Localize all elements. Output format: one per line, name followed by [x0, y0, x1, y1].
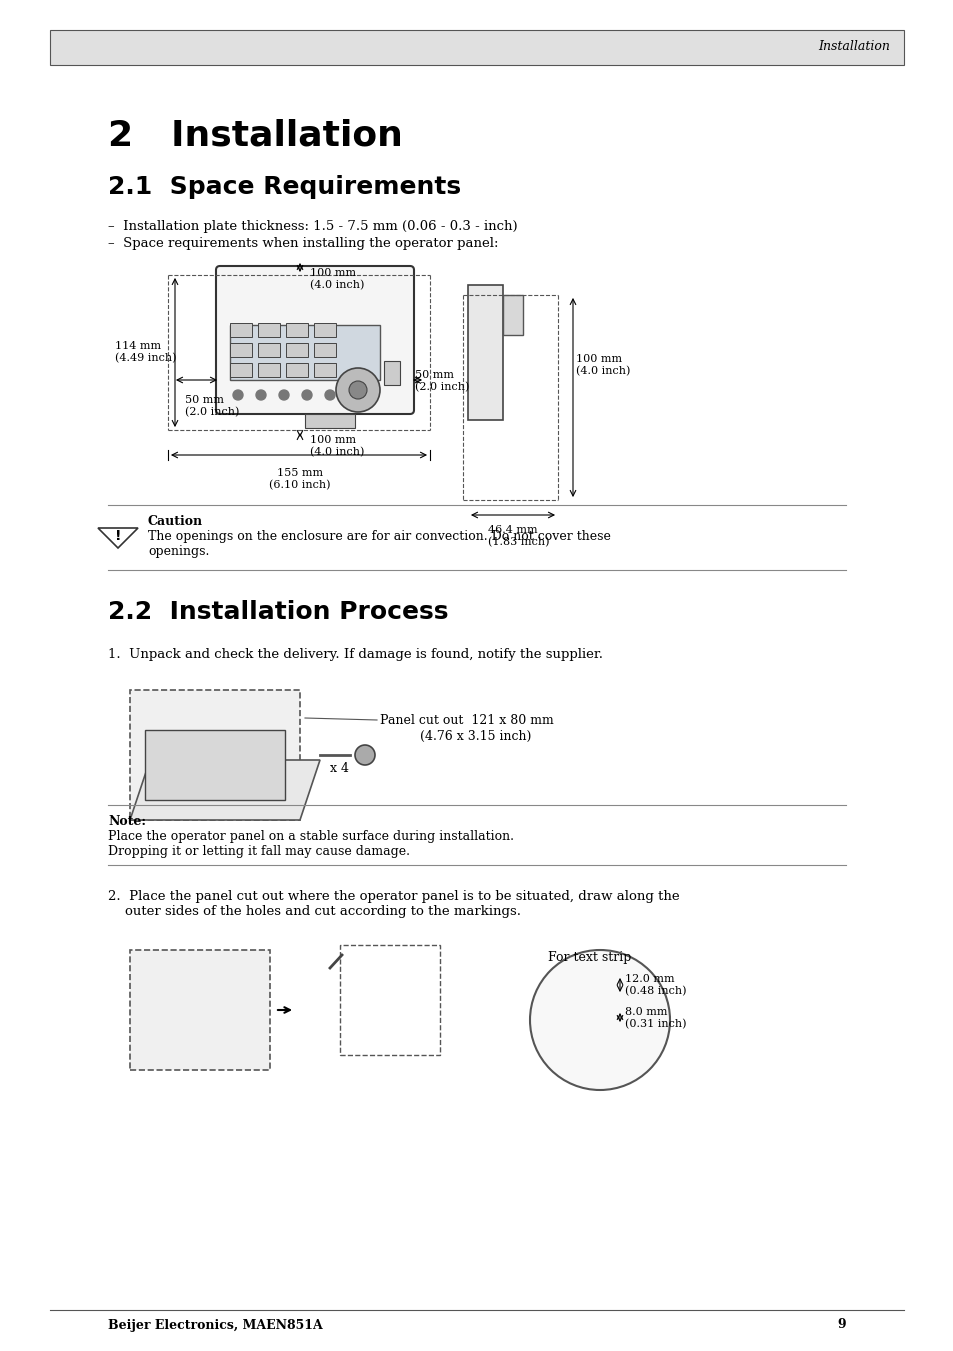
Text: 46.4 mm
(1.83 inch): 46.4 mm (1.83 inch): [488, 526, 549, 547]
Text: 12.0 mm
(0.48 inch): 12.0 mm (0.48 inch): [624, 974, 686, 996]
Circle shape: [302, 390, 312, 400]
Text: 100 mm
(4.0 inch): 100 mm (4.0 inch): [576, 354, 630, 376]
Bar: [286, 343, 308, 357]
Text: 100 mm
(4.0 inch): 100 mm (4.0 inch): [310, 267, 364, 290]
Text: 2   Installation: 2 Installation: [108, 118, 402, 153]
Bar: [230, 326, 379, 380]
Circle shape: [530, 950, 669, 1090]
Text: 2.1  Space Requirements: 2.1 Space Requirements: [108, 176, 460, 199]
Text: –  Installation plate thickness: 1.5 - 7.5 mm (0.06 - 0.3 - inch): – Installation plate thickness: 1.5 - 7.…: [108, 220, 517, 232]
Circle shape: [349, 381, 367, 399]
Text: Beijer Electronics, MAEN851A: Beijer Electronics, MAEN851A: [108, 1319, 322, 1332]
Bar: [286, 323, 308, 336]
Bar: [314, 363, 335, 377]
Circle shape: [348, 390, 357, 400]
Text: 9: 9: [837, 1319, 845, 1332]
Text: 100 mm
(4.0 inch): 100 mm (4.0 inch): [310, 435, 364, 457]
Bar: [384, 361, 399, 385]
Text: (4.76 x 3.15 inch): (4.76 x 3.15 inch): [419, 730, 531, 743]
Text: Place the operator panel on a stable surface during installation.
Dropping it or: Place the operator panel on a stable sur…: [108, 830, 514, 858]
Text: 114 mm
(4.49 inch): 114 mm (4.49 inch): [115, 340, 176, 363]
Text: 8.0 mm
(0.31 inch): 8.0 mm (0.31 inch): [624, 1006, 686, 1029]
Bar: [314, 323, 335, 336]
Bar: [130, 950, 270, 1070]
Bar: [257, 343, 280, 357]
Circle shape: [233, 390, 243, 400]
Bar: [130, 690, 299, 820]
Text: The openings on the enclosure are for air convection. Do not cover these
opening: The openings on the enclosure are for ai…: [148, 530, 610, 558]
Text: 50 mm
(2.0 inch): 50 mm (2.0 inch): [415, 370, 469, 392]
Bar: [339, 944, 439, 1055]
FancyBboxPatch shape: [215, 266, 414, 413]
Circle shape: [335, 367, 379, 412]
Text: 2.  Place the panel cut out where the operator panel is to be situated, draw alo: 2. Place the panel cut out where the ope…: [108, 890, 679, 917]
Text: For text strip: For text strip: [547, 951, 631, 965]
Text: Installation: Installation: [818, 41, 889, 54]
Text: Caution: Caution: [148, 515, 203, 528]
Bar: [305, 413, 355, 428]
Text: –  Space requirements when installing the operator panel:: – Space requirements when installing the…: [108, 236, 498, 250]
Polygon shape: [130, 761, 319, 820]
Circle shape: [278, 390, 289, 400]
Text: 155 mm
(6.10 inch): 155 mm (6.10 inch): [269, 467, 331, 490]
Circle shape: [255, 390, 266, 400]
Bar: [468, 285, 502, 420]
Text: 1.  Unpack and check the delivery. If damage is found, notify the supplier.: 1. Unpack and check the delivery. If dam…: [108, 648, 602, 661]
Polygon shape: [98, 528, 138, 549]
Bar: [50, 30, 903, 65]
Bar: [230, 363, 252, 377]
Circle shape: [325, 390, 335, 400]
Bar: [257, 323, 280, 336]
Text: 2.2  Installation Process: 2.2 Installation Process: [108, 600, 448, 624]
Text: 50 mm
(2.0 inch): 50 mm (2.0 inch): [185, 394, 239, 417]
Bar: [286, 363, 308, 377]
Circle shape: [355, 744, 375, 765]
Text: Panel cut out  121 x 80 mm: Panel cut out 121 x 80 mm: [379, 713, 553, 727]
Bar: [145, 730, 285, 800]
Bar: [230, 343, 252, 357]
Text: Note:: Note:: [108, 815, 146, 828]
Text: x 4: x 4: [330, 762, 349, 774]
Bar: [230, 323, 252, 336]
Bar: [502, 295, 522, 335]
Bar: [257, 363, 280, 377]
Bar: [314, 343, 335, 357]
Text: !: !: [114, 530, 121, 543]
